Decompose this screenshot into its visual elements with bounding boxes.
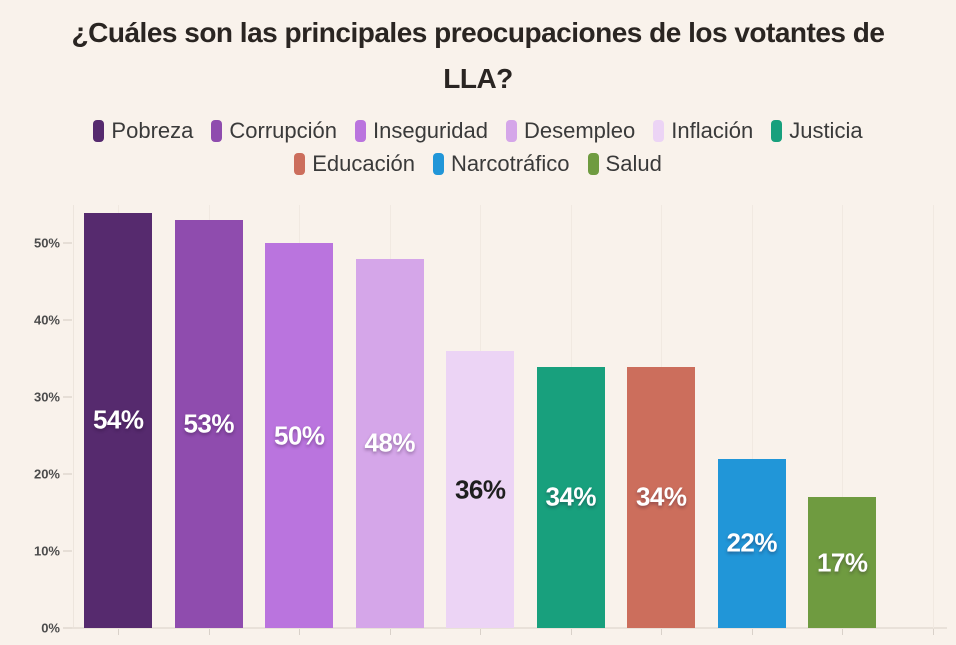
legend-item-pobreza: Pobreza	[93, 118, 193, 144]
legend-swatch-icon	[771, 119, 783, 142]
x-tick-mark	[932, 629, 934, 635]
x-tick-mark	[842, 629, 844, 635]
bar-salud: 17%	[808, 497, 877, 628]
bar-column: 17%	[797, 205, 888, 628]
legend-row: Educación Narcotráfico Salud	[0, 147, 956, 180]
legend-item-justicia: Justicia	[771, 117, 863, 144]
legend-swatch-icon	[294, 152, 306, 175]
legend-item-label: Desempleo	[523, 117, 636, 143]
title-line-1: ¿Cuáles son las principales preocupacion…	[71, 17, 885, 48]
x-tick-mark	[299, 629, 301, 635]
legend-item-label: Inseguridad	[372, 117, 488, 143]
legend-item-label: Inflación	[671, 117, 754, 143]
y-axis-line	[73, 205, 74, 628]
gridline	[932, 205, 934, 628]
legend-item-desempleo: Desempleo	[505, 117, 636, 144]
legend-item-inseguridad: Inseguridad	[354, 117, 488, 144]
bar-corrupcion: 53%	[174, 220, 243, 628]
legend-swatch-icon	[505, 119, 517, 142]
bar-value-label: 53%	[183, 408, 235, 439]
legend-item-educacion: Educación	[294, 151, 415, 177]
x-tick-mark	[208, 629, 210, 635]
bar-value-label: 36%	[454, 474, 506, 505]
legend-swatch-icon	[587, 152, 599, 175]
bar-column: 53%	[164, 205, 255, 628]
y-tick-label: 10%	[33, 543, 60, 559]
bar-pobreza: 54%	[84, 212, 153, 628]
bar-justicia: 34%	[536, 366, 605, 628]
y-tick-mark	[63, 242, 72, 245]
x-tick-mark	[480, 629, 482, 635]
x-axis-baseline	[63, 627, 947, 629]
legend-item-label: Educación	[312, 150, 415, 176]
bar-column-empty	[888, 205, 956, 628]
y-tick-label: 30%	[33, 389, 60, 405]
plot-area: 54% 53% 50% 48% 36% 34% 34% 22% 17%	[73, 205, 947, 628]
legend-item-label: Pobreza	[111, 117, 194, 143]
y-tick-mark	[63, 396, 72, 399]
x-tick-mark	[661, 629, 663, 635]
legend-item-label: Narcotráfico	[450, 150, 570, 176]
bar-column: 36%	[435, 205, 526, 628]
y-tick-label: 20%	[33, 466, 60, 482]
bar-column: 48%	[345, 205, 436, 628]
legend-item-salud: Salud	[587, 150, 662, 177]
y-tick-label: 0%	[41, 620, 60, 636]
legend-item-corrupcion: Corrupción	[211, 118, 337, 144]
x-tick-mark	[751, 629, 753, 635]
legend-item-narcotrafico: Narcotráfico	[432, 150, 570, 177]
y-tick-label: 50%	[33, 235, 60, 251]
bar-inflacion: 36%	[446, 351, 515, 628]
bar-value-label: 17%	[816, 547, 868, 578]
bar-desempleo: 48%	[355, 258, 424, 628]
bar-value-label: 48%	[364, 427, 416, 458]
bar-value-label: 54%	[92, 404, 144, 435]
legend-row: Pobreza Corrupción Inseguridad Desempleo Inf…	[0, 114, 956, 147]
bar-column: 34%	[526, 205, 617, 628]
bar-value-label: 50%	[273, 420, 325, 451]
x-tick-mark	[389, 629, 391, 635]
legend-item-label: Justicia	[789, 117, 863, 143]
bar-narcotrafico: 22%	[717, 458, 786, 628]
gridline	[842, 205, 844, 628]
y-tick-mark	[63, 473, 72, 476]
y-tick-label: 40%	[33, 312, 60, 328]
x-tick-mark	[118, 629, 120, 635]
bar-educacion: 34%	[627, 366, 696, 628]
title-line-2: LLA?	[443, 63, 513, 94]
legend-item-inflacion: Inflación	[653, 118, 753, 144]
bar-value-label: 22%	[726, 527, 778, 558]
legend-swatch-icon	[432, 152, 444, 175]
page-title: ¿Cuáles son las principales preocupacion…	[0, 0, 956, 102]
gridline	[751, 205, 753, 628]
legend-item-label: Salud	[605, 150, 662, 176]
legend-item-label: Corrupción	[229, 117, 337, 143]
y-tick-mark	[63, 627, 72, 629]
legend: Pobreza Corrupción Inseguridad Desempleo Inf…	[0, 114, 956, 180]
y-tick-mark	[63, 319, 72, 322]
legend-swatch-icon	[354, 119, 366, 142]
bar-inseguridad: 50%	[265, 243, 334, 628]
bar-value-label: 34%	[635, 481, 687, 512]
bar-chart: 54% 53% 50% 48% 36% 34% 34% 22% 17% 0% 10% 20% 30% 4…	[0, 198, 956, 645]
bar-column: 34%	[616, 205, 707, 628]
bar-value-label: 34%	[545, 481, 597, 512]
bar-column: 22%	[707, 205, 798, 628]
y-tick-mark	[63, 550, 72, 553]
legend-swatch-icon	[93, 119, 105, 142]
bar-column: 50%	[254, 205, 345, 628]
legend-swatch-icon	[211, 119, 223, 142]
bar-column: 54%	[73, 205, 164, 628]
x-tick-mark	[570, 629, 572, 635]
legend-swatch-icon	[653, 119, 665, 142]
